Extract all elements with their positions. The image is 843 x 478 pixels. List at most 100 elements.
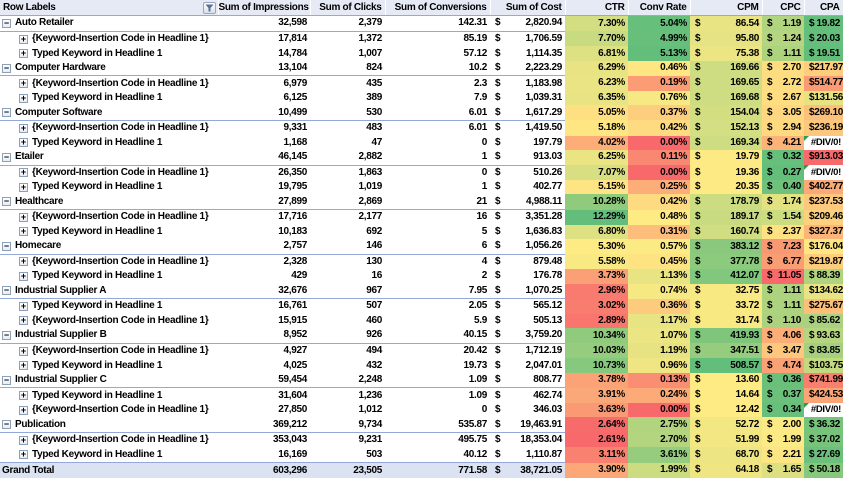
row-label[interactable]: − Industrial Supplier C — [0, 372, 218, 389]
row-label[interactable]: + {Keyword-Insertion Code in Headline 1} — [0, 432, 218, 447]
collapse-icon[interactable]: − — [2, 419, 11, 430]
conv-rate-cell[interactable]: 0.00% — [628, 165, 690, 181]
conversions-cell[interactable]: 21 — [385, 194, 490, 211]
cpc-cell[interactable]: $7.23 — [762, 239, 804, 255]
row-label[interactable]: − Auto Retailer — [0, 15, 218, 32]
column-header-sum-of-impressions[interactable]: Sum of Impressions — [218, 0, 311, 16]
clicks-cell[interactable]: 389 — [366, 92, 382, 104]
cpm-cell[interactable]: $19.36 — [690, 165, 762, 181]
row-label[interactable]: + {Keyword-Insertion Code in Headline 1} — [0, 31, 218, 46]
impressions-cell[interactable]: 4,927 — [283, 345, 307, 357]
cpc-cell[interactable]: $1.11 — [762, 46, 804, 61]
ctr-cell[interactable]: 2.89% — [565, 313, 628, 329]
cost-cell[interactable]: $3,351.28 — [490, 210, 565, 225]
column-header-sum-of-clicks[interactable]: Sum of Clicks — [310, 0, 386, 16]
cpa-cell[interactable]: $424.53 — [804, 387, 843, 403]
row-label[interactable]: + Typed Keyword in Headline 1 — [0, 225, 218, 239]
cpa-cell[interactable]: $36.32 — [804, 417, 843, 433]
expand-icon[interactable]: + — [19, 33, 28, 44]
cpm-cell[interactable]: $68.70 — [690, 447, 762, 463]
cost-cell[interactable]: $1,110.87 — [490, 447, 565, 462]
cpm-cell[interactable]: $178.79 — [690, 194, 762, 210]
cpa-cell[interactable]: $50.18 — [804, 462, 843, 478]
cpm-cell[interactable]: $14.64 — [690, 387, 762, 403]
conversions-cell[interactable]: 535.87 — [385, 417, 490, 433]
conv-rate-cell[interactable]: 0.45% — [628, 254, 690, 270]
cpm-cell[interactable]: $154.04 — [690, 105, 762, 121]
conv-rate-cell[interactable]: 2.75% — [628, 417, 690, 433]
cost-cell[interactable]: $1,617.29 — [490, 105, 565, 121]
cpm-cell[interactable]: $152.13 — [690, 120, 762, 136]
cpc-cell[interactable]: $0.40 — [762, 180, 804, 195]
conv-rate-cell[interactable]: 1.19% — [628, 343, 690, 359]
conv-rate-cell[interactable]: 0.37% — [628, 105, 690, 121]
cpa-cell[interactable]: $913.03 — [804, 149, 843, 165]
cpm-cell[interactable]: $31.74 — [690, 313, 762, 329]
impressions-cell[interactable]: 429 — [291, 270, 307, 282]
cpa-cell[interactable]: $103.75 — [804, 358, 843, 373]
cpm-cell[interactable]: $86.54 — [690, 15, 762, 32]
collapse-icon[interactable]: − — [2, 107, 11, 118]
expand-icon[interactable]: + — [19, 449, 28, 460]
cpc-cell[interactable]: $2.94 — [762, 120, 804, 136]
conv-rate-cell[interactable]: 0.48% — [628, 209, 690, 225]
clicks-cell[interactable]: 9,231 — [358, 434, 382, 446]
clicks-cell[interactable]: 824 — [310, 60, 385, 77]
cpa-cell[interactable]: $741.99 — [804, 372, 843, 388]
column-header-cpm[interactable]: CPM — [690, 0, 763, 16]
expand-icon[interactable]: + — [19, 390, 28, 401]
clicks-cell[interactable]: 146 — [310, 239, 385, 255]
row-label[interactable]: + Typed Keyword in Headline 1 — [0, 46, 218, 60]
cpm-cell[interactable]: $32.75 — [690, 283, 762, 299]
cpa-cell[interactable]: #DIV/0! — [804, 165, 843, 181]
cost-cell[interactable]: $1,636.83 — [490, 225, 565, 239]
row-label[interactable]: + {Keyword-Insertion Code in Headline 1} — [0, 343, 218, 358]
cpc-cell[interactable]: $1.10 — [762, 313, 804, 329]
cpa-cell[interactable]: $217.97 — [804, 60, 843, 76]
cost-cell[interactable]: $3,759.20 — [490, 328, 565, 344]
cpa-cell[interactable]: $402.77 — [804, 180, 843, 195]
cpm-cell[interactable]: $169.66 — [690, 60, 762, 76]
cpm-cell[interactable]: $160.74 — [690, 224, 762, 240]
impressions-cell[interactable]: 19,795 — [278, 181, 307, 193]
cpm-cell[interactable]: $33.72 — [690, 298, 762, 314]
cpc-cell[interactable]: $2.72 — [762, 75, 804, 91]
cpc-cell[interactable]: $6.77 — [762, 254, 804, 270]
cpa-cell[interactable]: $176.04 — [804, 239, 843, 255]
ctr-cell[interactable]: 6.29% — [565, 60, 628, 76]
row-label[interactable]: + {Keyword-Insertion Code in Headline 1} — [0, 403, 218, 417]
impressions-cell[interactable]: 32,598 — [218, 15, 310, 32]
conversions-cell[interactable]: 1 — [481, 181, 488, 193]
conv-rate-cell[interactable]: 2.70% — [628, 432, 690, 448]
row-label[interactable]: + Typed Keyword in Headline 1 — [0, 269, 218, 283]
clicks-cell[interactable]: 2,379 — [310, 15, 385, 32]
clicks-cell[interactable]: 1,019 — [358, 181, 382, 193]
row-label[interactable]: − Computer Software — [0, 105, 218, 121]
cpa-cell[interactable]: $19.51 — [804, 46, 843, 61]
conversions-cell[interactable]: 40.12 — [463, 448, 487, 460]
column-header-ctr[interactable]: CTR — [565, 0, 629, 16]
impressions-cell[interactable]: 10,183 — [278, 225, 307, 237]
conversions-cell[interactable]: 4 — [481, 255, 488, 267]
cost-cell[interactable]: $1,114.35 — [490, 46, 565, 60]
cost-cell[interactable]: $402.77 — [490, 180, 565, 194]
clicks-cell[interactable]: 926 — [310, 328, 385, 344]
cpa-cell[interactable]: $131.56 — [804, 90, 843, 106]
cpc-cell[interactable]: $1.65 — [762, 462, 804, 478]
cpm-cell[interactable]: $75.38 — [690, 46, 762, 61]
cpm-cell[interactable]: $419.93 — [690, 328, 762, 344]
ctr-cell[interactable]: 2.64% — [565, 417, 628, 433]
impressions-cell[interactable]: 1,168 — [283, 136, 307, 148]
cpa-cell[interactable]: #DIV/0! — [804, 135, 843, 150]
ctr-cell[interactable]: 5.05% — [565, 105, 628, 121]
conversions-cell[interactable]: 0 — [481, 136, 488, 148]
cpc-cell[interactable]: $1.54 — [762, 209, 804, 225]
cpa-cell[interactable]: $327.37 — [804, 224, 843, 240]
conv-rate-cell[interactable]: 0.57% — [628, 239, 690, 255]
conv-rate-cell[interactable]: 0.25% — [628, 180, 690, 195]
cost-cell[interactable]: $18,353.04 — [490, 432, 565, 447]
conversions-cell[interactable]: 57.12 — [463, 47, 487, 59]
impressions-cell[interactable]: 26,350 — [278, 166, 307, 178]
impressions-cell[interactable]: 31,604 — [278, 389, 307, 401]
impressions-cell[interactable]: 32,676 — [218, 283, 310, 300]
